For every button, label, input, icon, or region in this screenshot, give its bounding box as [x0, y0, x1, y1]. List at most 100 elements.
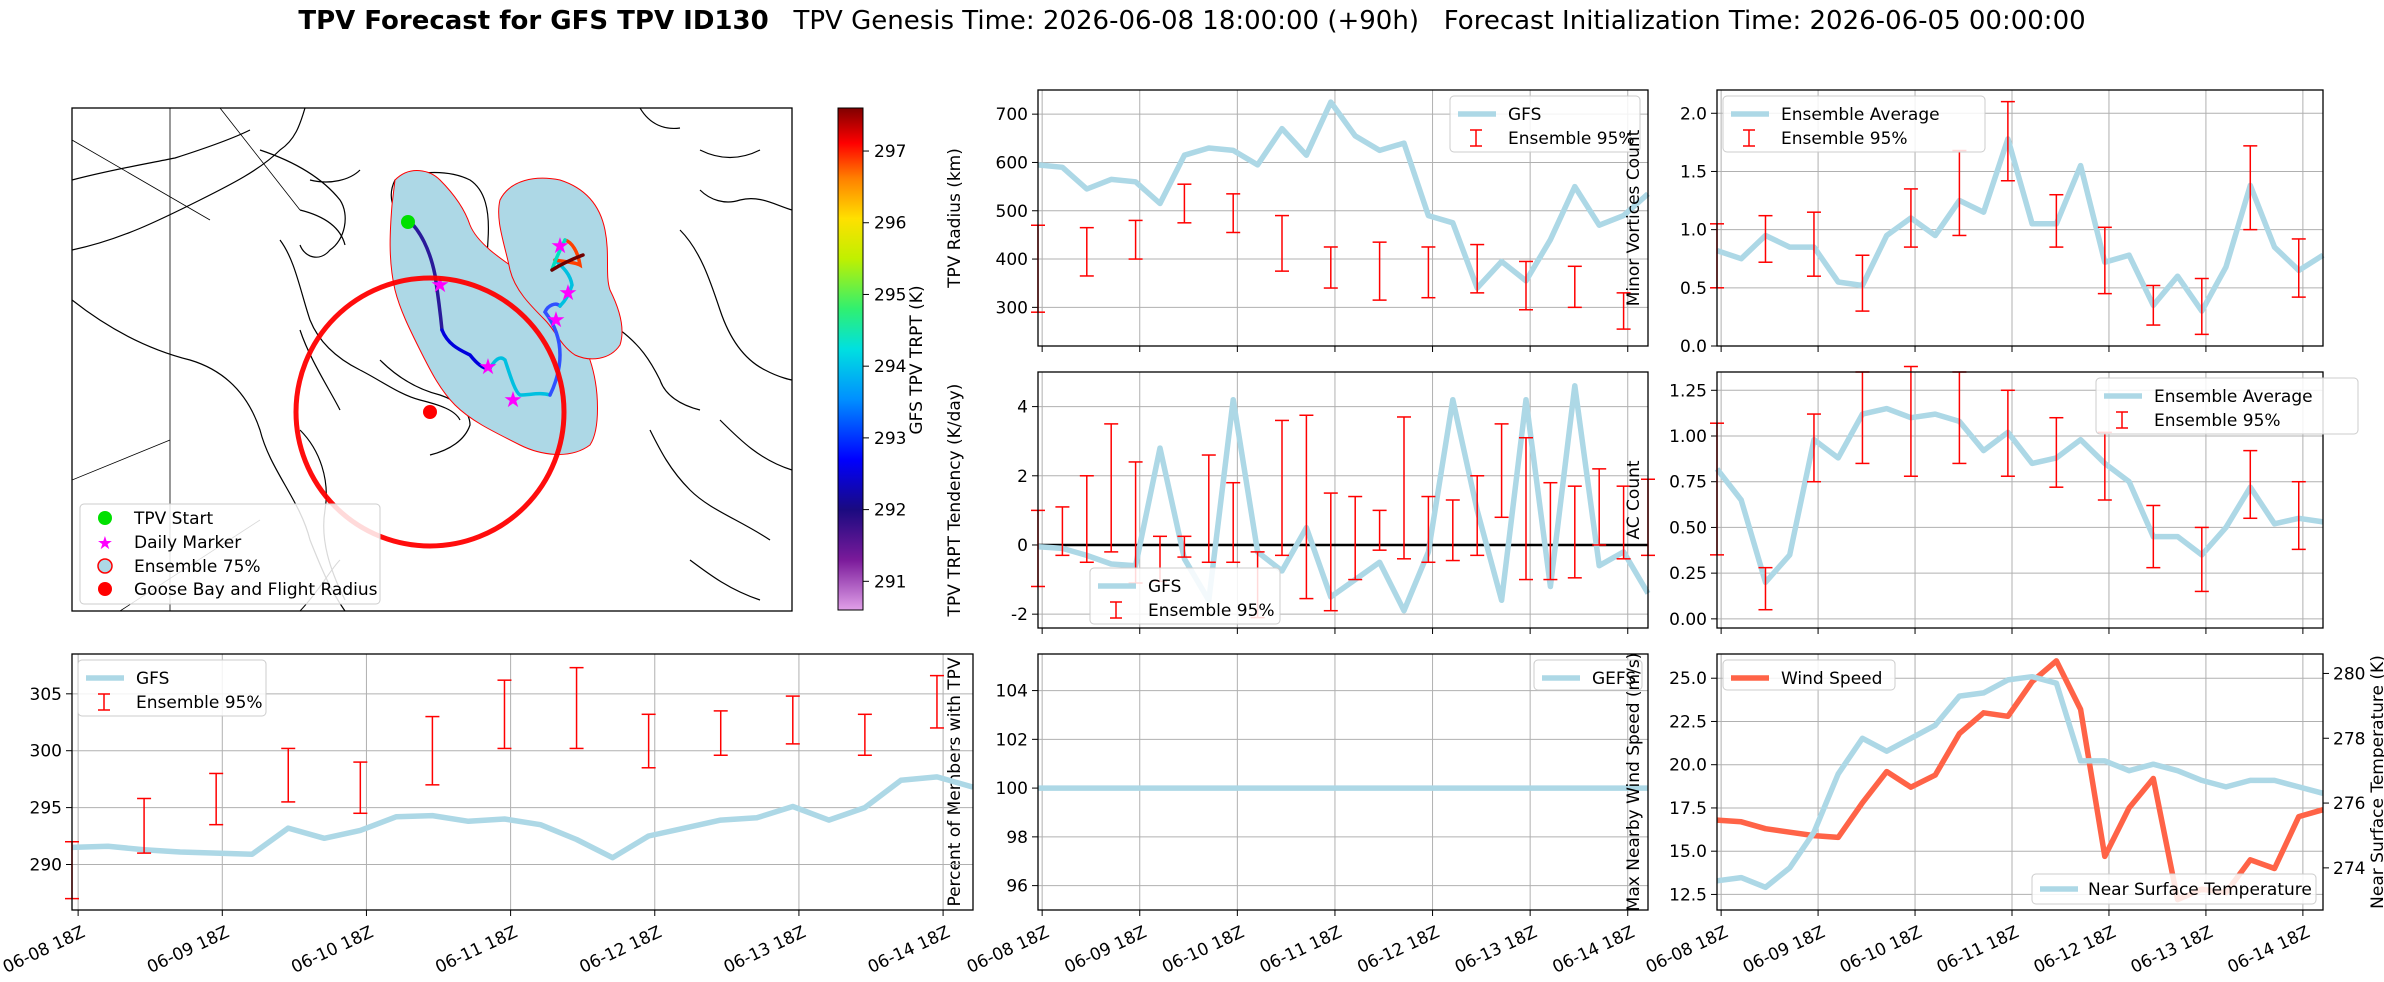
ensemble-95-errorbar: [2146, 504, 2161, 569]
goose-bay-marker: [423, 405, 437, 419]
y-axis-label: Minor Vortices Count: [1624, 129, 1644, 306]
ensemble-95-errorbar: [1567, 485, 1582, 579]
daily-markers: ★ ★ ★ ★ ★ ★: [430, 234, 578, 413]
y-tick-label: 305: [30, 685, 62, 705]
y-axis-label: AC Count: [1624, 460, 1644, 539]
ensemble-95-errorbar: [425, 715, 440, 786]
legend-box: [1533, 659, 1643, 691]
ensemble-95-errorbar: [1616, 292, 1631, 330]
colorbar-tick-label: 294: [874, 357, 906, 377]
ensemble-95-errorbar: [2000, 100, 2015, 182]
y-tick-label: 0.5: [1680, 279, 1707, 299]
x-tick-label: 06-11 18Z: [432, 922, 520, 977]
ensemble-95-errorbar: [1903, 188, 1918, 248]
y2-tick-label: 274: [2333, 859, 2365, 879]
ensemble-95-errorbar: [1421, 246, 1436, 299]
series-line-wind-speed: [1716, 658, 2324, 903]
x-tick-label: 06-14 18Z: [865, 922, 953, 977]
ensemble-95-errorbar: [569, 666, 584, 750]
ensemble-95-errorbar: [2291, 480, 2306, 551]
ensemble-95-errorbar: [1177, 535, 1192, 558]
legend-right: Near Surface Temperature: [2031, 873, 2317, 905]
colorbar-label: GFS TPV TRPT (K): [907, 285, 927, 434]
ensemble-95-errorbar: [1592, 468, 1607, 546]
ensemble-95-errorbar: [641, 713, 656, 769]
chart-frame: [1716, 653, 2324, 911]
ensemble-95-errorbar: [1952, 149, 1967, 237]
legend-label: Ensemble 95%: [1508, 129, 1635, 149]
y-tick-label: 2.0: [1680, 104, 1707, 124]
series-line-gfs: [1037, 383, 1651, 614]
chart-frame: [1037, 653, 1649, 911]
x-tick-label: 06-13 18Z: [1452, 922, 1540, 977]
colorbar-tick-label: 297: [874, 142, 906, 162]
ensemble-95-errorbar: [1226, 481, 1241, 564]
ensemble-95-errorbar: [1470, 475, 1485, 557]
x-tick-label: 06-10 18Z: [288, 922, 376, 977]
ensemble-95-errorbar: [1421, 495, 1436, 564]
colorbar: [837, 107, 864, 611]
ensemble-95-errorbar: [1903, 365, 1918, 477]
colorbar-tick-label: 293: [874, 429, 906, 449]
chart-frame: [1716, 89, 2324, 347]
title-init: Forecast Initialization Time: 2026-06-05…: [1443, 6, 2086, 36]
y-tick-label: 98: [1006, 828, 1028, 848]
series-line-ensemble-average: [1714, 405, 2324, 586]
chart-frame: [1716, 371, 2324, 629]
ensemble-95-errorbar: [2097, 226, 2112, 295]
y-tick-label: 0: [1017, 536, 1028, 556]
y-tick-label: 15.0: [1669, 842, 1707, 862]
y-tick-label: 2: [1017, 467, 1028, 487]
legend: GFS Ensemble 95%: [1089, 567, 1281, 625]
chart-minor: 0.0 0.5 1.0 1.5 2.0 Minor Vortices Count Ensem…: [1624, 89, 2325, 357]
y2-tick-label: 280: [2333, 664, 2365, 684]
legend-box: [1722, 659, 1896, 691]
y2-axis-label: Near Surface Temperature (K): [2368, 655, 2384, 909]
x-tick-label: 06-08 18Z: [1643, 922, 1731, 977]
chart-frame: [1037, 89, 1649, 347]
ensemble-95-errorbar: [2049, 416, 2064, 488]
ensemble-95-errorbar: [929, 674, 944, 729]
x-tick-label: 06-12 18Z: [1354, 922, 1442, 977]
y-tick-label: 96: [1006, 877, 1028, 897]
ensemble-95-errorbar: [2194, 277, 2209, 336]
x-tick-label: 06-08 18Z: [0, 922, 88, 977]
x-tick-label: 06-14 18Z: [2225, 922, 2313, 977]
ensemble-95-errorbar: [1494, 423, 1509, 519]
tpv-start-marker: [401, 215, 415, 229]
legend-tpv-start: TPV Start: [133, 509, 214, 529]
x-tick-label: 06-10 18Z: [1159, 922, 1247, 977]
legend: Ensemble Average Ensemble 95%: [2095, 377, 2359, 435]
y-tick-label: -2: [1011, 605, 1028, 625]
ensemble-95-errorbar: [1177, 183, 1192, 224]
y-tick-label: 0.25: [1669, 564, 1707, 584]
ensemble-95-errorbar: [1079, 475, 1094, 564]
x-tick-label: 06-14 18Z: [1550, 922, 1638, 977]
ensemble-95-errorbar: [2194, 526, 2209, 593]
legend-daily-marker: Daily Marker: [134, 533, 241, 553]
ensemble-95-errorbar: [1055, 506, 1070, 557]
legend-start-symbol: [98, 511, 112, 525]
ensemble-95-errorbar: [1275, 214, 1289, 272]
y-tick-label: 12.5: [1669, 885, 1707, 905]
ensemble-95-errorbar: [1616, 485, 1631, 560]
ensemble-95-errorbar: [281, 747, 296, 803]
ensemble-95-errorbar: [1201, 454, 1216, 564]
ensemble-95-errorbar: [1806, 413, 1821, 483]
legend-label: Ensemble Average: [2154, 387, 2313, 407]
ensemble-95-errorbar: [2049, 193, 2064, 248]
series-line-gfs: [71, 774, 974, 861]
y-tick-label: 600: [996, 153, 1028, 173]
legend: Ensemble Average Ensemble 95%: [1722, 95, 1986, 153]
ensemble-95-errorbar: [1855, 254, 1870, 312]
flight-radius-circle: [293, 275, 567, 549]
daily-marker: ★: [550, 234, 570, 259]
ensemble-95-errorbar: [353, 761, 368, 815]
ensemble-95-errorbar: [1397, 416, 1411, 560]
ensemble-95-errorbar: [209, 772, 224, 826]
x-tick-label: 06-09 18Z: [1062, 922, 1150, 977]
legend-ensemble-75: Ensemble 75%: [134, 557, 261, 577]
title-genesis: TPV Genesis Time: 2026-06-08 18:00:00 (+…: [793, 6, 1419, 36]
y-tick-label: 295: [30, 799, 62, 819]
